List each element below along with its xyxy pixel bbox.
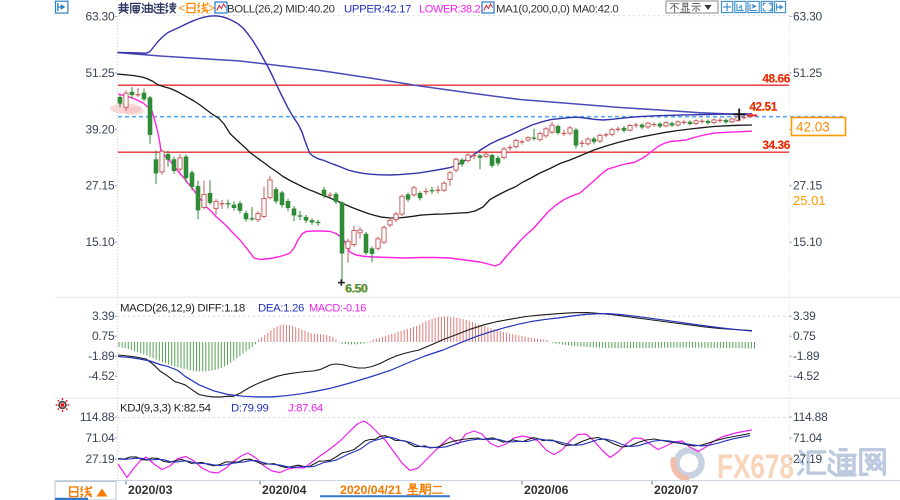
svg-text:114.88: 114.88 — [793, 410, 828, 424]
svg-text:MACD(26,12,9) DIFF:1.18: MACD(26,12,9) DIFF:1.18 — [120, 302, 245, 314]
svg-text:0.75: 0.75 — [793, 329, 816, 343]
svg-text:25.01: 25.01 — [793, 193, 826, 208]
svg-text:2020/03: 2020/03 — [128, 483, 173, 497]
svg-text:-1.89: -1.89 — [793, 349, 820, 363]
svg-text:MA1(0,200,0,0) MA0:42.0: MA1(0,200,0,0) MA0:42.0 — [496, 3, 618, 15]
svg-text:-4.52: -4.52 — [793, 369, 820, 383]
svg-text:39.20: 39.20 — [85, 122, 115, 136]
svg-text:42.51: 42.51 — [749, 100, 777, 114]
svg-text:UPPER:42.17: UPPER:42.17 — [344, 3, 411, 15]
svg-text:63.30: 63.30 — [793, 9, 823, 23]
svg-text:>: > — [208, 3, 215, 15]
svg-text:71.04: 71.04 — [793, 431, 823, 445]
svg-text:2020/06: 2020/06 — [524, 483, 569, 497]
svg-text:34.36: 34.36 — [762, 138, 790, 152]
svg-text:-4.52: -4.52 — [88, 369, 115, 383]
svg-text:LOWER:38.23: LOWER:38.23 — [419, 3, 486, 15]
svg-text:-1.89: -1.89 — [88, 349, 115, 363]
svg-text:48.66: 48.66 — [762, 71, 790, 85]
svg-text:34.36: 34.36 — [762, 138, 790, 152]
svg-text:D:79.99: D:79.99 — [231, 402, 268, 414]
svg-text:0.75: 0.75 — [92, 329, 115, 343]
svg-text:15.10: 15.10 — [85, 235, 115, 249]
svg-text:3.39: 3.39 — [92, 309, 115, 323]
svg-text:63.30: 63.30 — [85, 9, 115, 23]
svg-text:27.19: 27.19 — [85, 452, 115, 466]
svg-text:J:87.64: J:87.64 — [288, 402, 323, 414]
svg-text:2020/07: 2020/07 — [654, 483, 699, 497]
svg-text:FX678: FX678 — [717, 448, 794, 486]
svg-text:<: < — [179, 3, 186, 15]
svg-text:3.39: 3.39 — [793, 309, 816, 323]
svg-text:6.50: 6.50 — [346, 281, 369, 295]
svg-text:48.66: 48.66 — [762, 72, 790, 86]
svg-text:2020/04: 2020/04 — [262, 483, 307, 497]
svg-text:6.50: 6.50 — [345, 281, 368, 295]
svg-text:27.19: 27.19 — [793, 452, 823, 466]
svg-text:2020/04/21: 2020/04/21 — [340, 483, 402, 497]
svg-text:51.25: 51.25 — [85, 66, 115, 80]
svg-text:51.25: 51.25 — [793, 66, 823, 80]
svg-text:DEA:1.26: DEA:1.26 — [258, 302, 304, 314]
svg-text:114.88: 114.88 — [80, 410, 115, 424]
svg-text:BOLL(26,2) MID:40.20: BOLL(26,2) MID:40.20 — [227, 3, 335, 15]
svg-text:42.51: 42.51 — [749, 100, 777, 114]
svg-text:42.03: 42.03 — [796, 120, 830, 135]
svg-text:KDJ(9,3,3) K:82.54: KDJ(9,3,3) K:82.54 — [120, 402, 211, 414]
svg-text:27.15: 27.15 — [85, 179, 115, 193]
svg-text:27.15: 27.15 — [793, 179, 823, 193]
svg-text:MACD:-0.16: MACD:-0.16 — [309, 302, 366, 314]
svg-text:15.10: 15.10 — [793, 235, 823, 249]
svg-text:71.04: 71.04 — [85, 431, 115, 445]
